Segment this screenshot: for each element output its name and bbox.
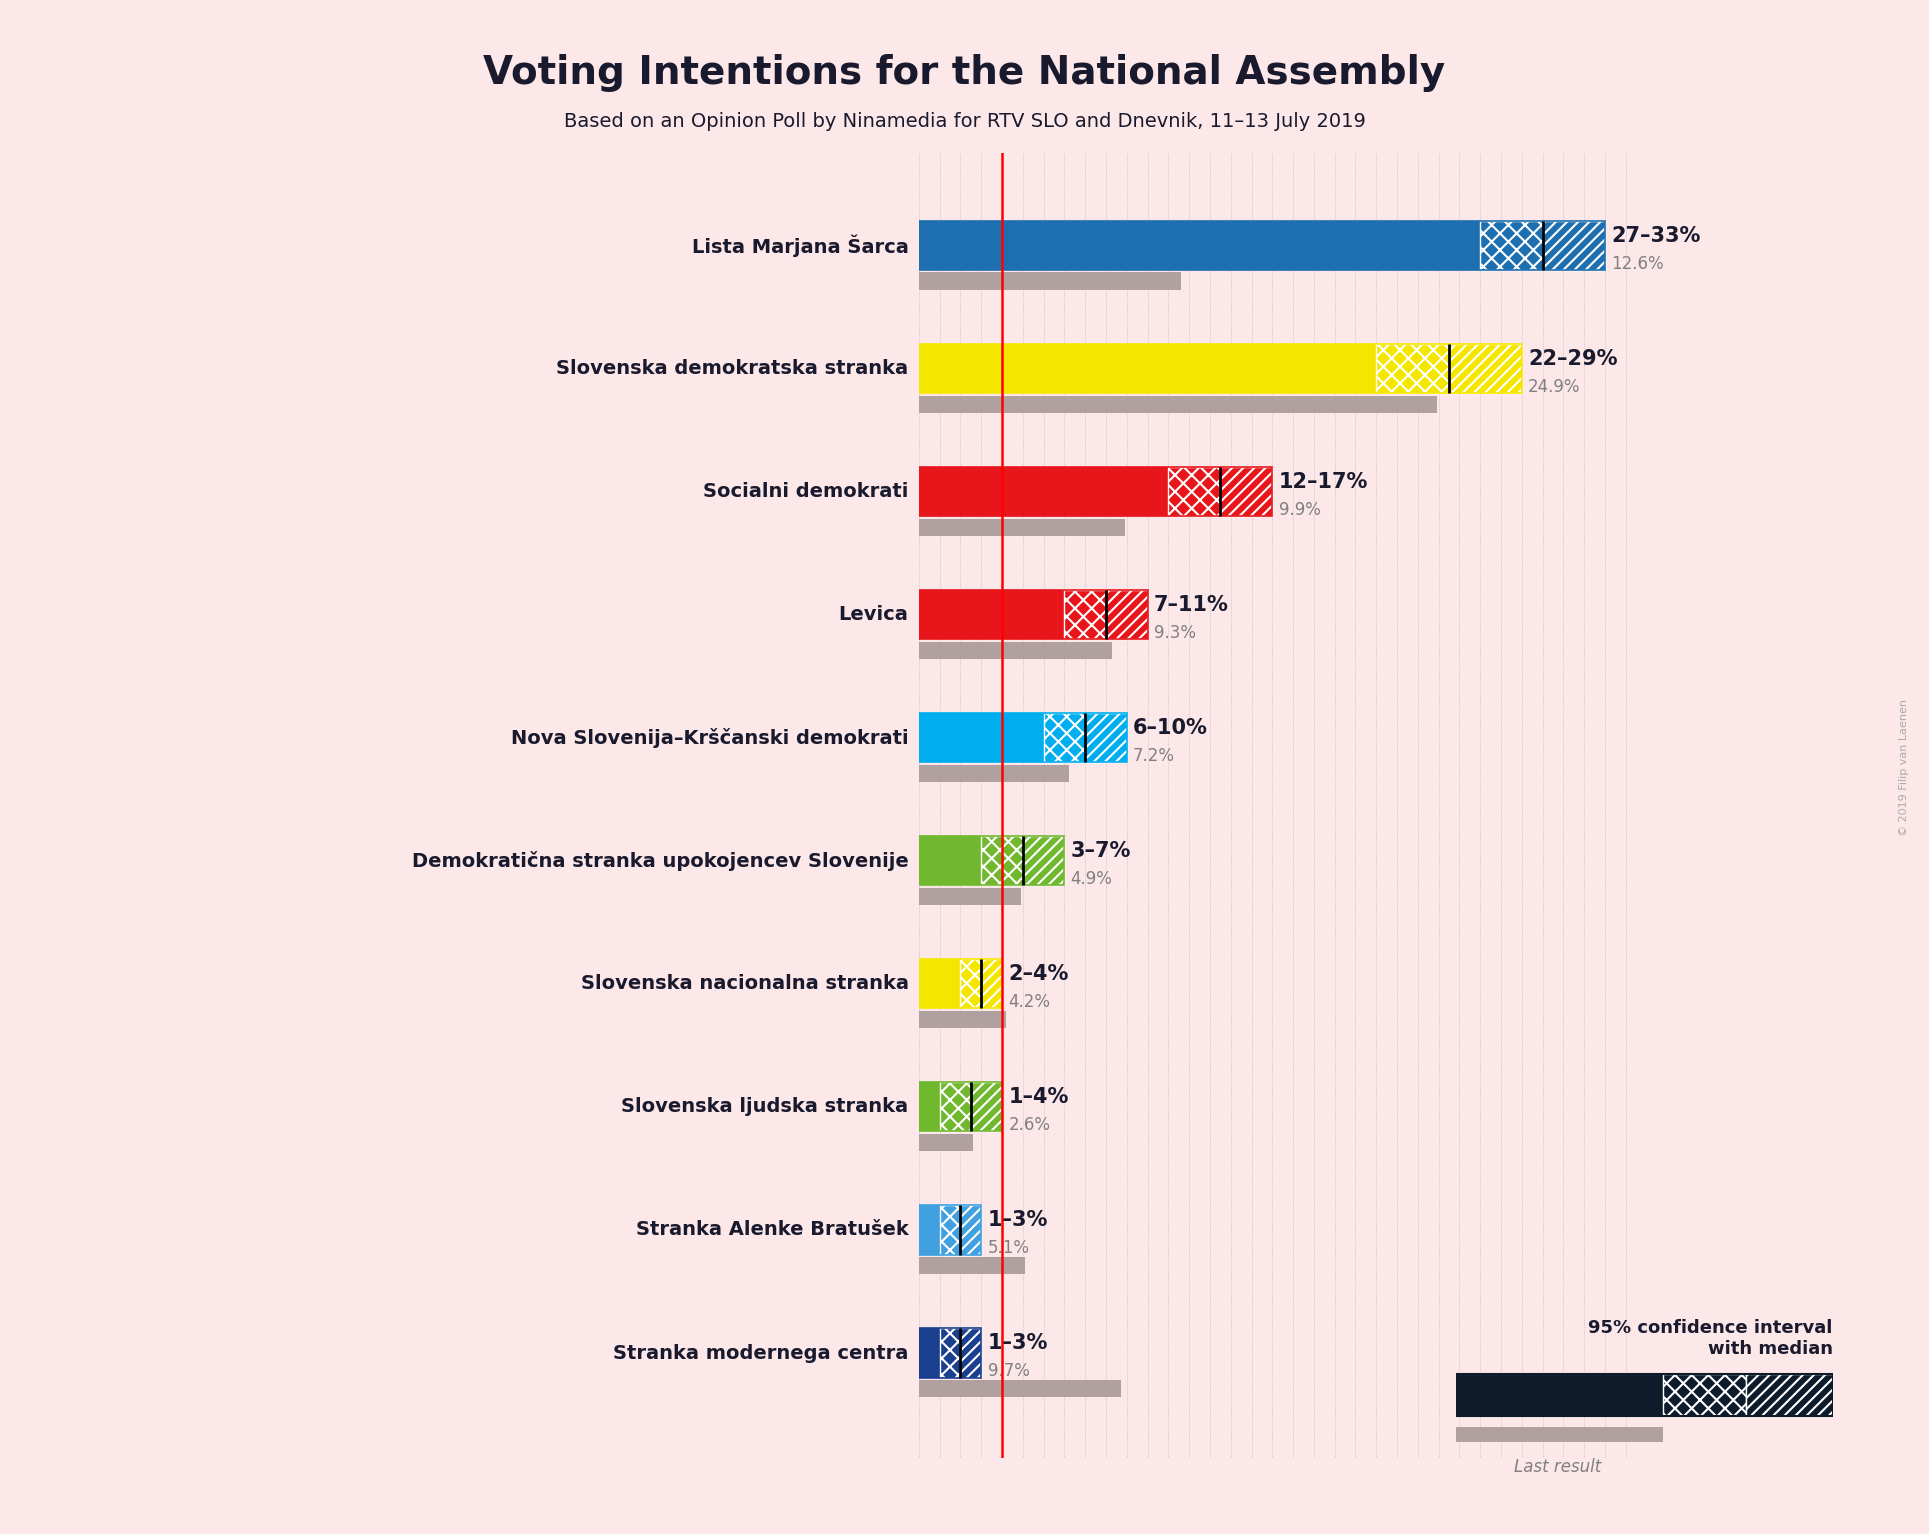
Bar	[1169, 466, 1221, 515]
Text: Based on an Opinion Poll by Ninamedia for RTV SLO and Dnevnik, 11–13 July 2019: Based on an Opinion Poll by Ninamedia fo…	[563, 112, 1366, 130]
Bar	[918, 466, 1273, 515]
Bar	[1543, 221, 1605, 270]
Text: 9.9%: 9.9%	[1279, 502, 1321, 518]
Text: 1–4%: 1–4%	[1009, 1088, 1069, 1108]
Bar	[918, 344, 1522, 393]
Bar	[918, 221, 1605, 270]
Bar	[918, 1206, 982, 1255]
Text: 95% confidence interval
with median: 95% confidence interval with median	[1588, 1319, 1833, 1358]
Bar	[961, 959, 982, 1008]
Bar	[939, 1083, 970, 1132]
Bar	[1086, 713, 1127, 762]
Bar	[1221, 466, 1273, 515]
Text: Nova Slovenija–Krščanski demokrati: Nova Slovenija–Krščanski demokrati	[511, 727, 909, 747]
Text: 7.2%: 7.2%	[1132, 747, 1175, 765]
Text: 4.2%: 4.2%	[1009, 994, 1049, 1011]
Bar	[1105, 591, 1148, 640]
Bar	[918, 1256, 1024, 1275]
Text: 1–3%: 1–3%	[988, 1210, 1047, 1230]
Bar	[982, 959, 1001, 1008]
Bar	[1456, 1427, 1663, 1442]
Text: 12–17%: 12–17%	[1279, 471, 1368, 492]
Text: 9.7%: 9.7%	[988, 1362, 1030, 1381]
Text: Levica: Levica	[839, 604, 909, 624]
Text: 12.6%: 12.6%	[1611, 255, 1663, 273]
Text: Last result: Last result	[1514, 1457, 1601, 1476]
Bar	[918, 713, 1044, 762]
Text: 7–11%: 7–11%	[1154, 595, 1229, 615]
Bar	[939, 1328, 961, 1378]
Bar	[918, 396, 1437, 413]
Bar	[918, 591, 1148, 640]
Text: 6–10%: 6–10%	[1132, 718, 1208, 738]
Bar	[939, 1206, 961, 1255]
Bar	[1746, 1374, 1833, 1416]
Text: Slovenska nacionalna stranka: Slovenska nacionalna stranka	[581, 974, 909, 994]
Text: 22–29%: 22–29%	[1528, 348, 1618, 368]
Text: Voting Intentions for the National Assembly: Voting Intentions for the National Assem…	[484, 54, 1445, 92]
Bar	[918, 466, 1169, 515]
Bar	[918, 1328, 939, 1378]
Bar	[918, 518, 1125, 535]
Bar	[961, 1328, 982, 1378]
Bar	[918, 1083, 1001, 1132]
Text: Lista Marjana Šarca: Lista Marjana Šarca	[693, 235, 909, 256]
Bar	[918, 1328, 982, 1378]
Text: © 2019 Filip van Laenen: © 2019 Filip van Laenen	[1898, 698, 1910, 836]
Text: Demokratična stranka upokojencev Slovenije: Demokratična stranka upokojencev Sloveni…	[411, 851, 909, 871]
Bar	[1663, 1374, 1746, 1416]
Bar	[918, 1134, 972, 1150]
Text: 27–33%: 27–33%	[1611, 225, 1701, 245]
Bar	[1456, 1374, 1833, 1416]
Text: 2–4%: 2–4%	[1009, 963, 1069, 983]
Bar	[918, 591, 1065, 640]
Bar	[1044, 713, 1086, 762]
Bar	[918, 221, 1480, 270]
Bar	[918, 1083, 939, 1132]
Bar	[918, 959, 1001, 1008]
Bar	[918, 1381, 1121, 1397]
Text: 1–3%: 1–3%	[988, 1333, 1047, 1353]
Bar	[918, 765, 1069, 782]
Bar	[918, 1206, 939, 1255]
Text: 5.1%: 5.1%	[988, 1239, 1030, 1258]
Bar	[918, 1011, 1007, 1028]
Bar	[918, 836, 1065, 885]
Bar	[918, 344, 1375, 393]
Bar	[961, 1206, 982, 1255]
Text: Stranka Alenke Bratušek: Stranka Alenke Bratušek	[637, 1221, 909, 1239]
Bar	[918, 713, 1127, 762]
Bar	[1022, 836, 1065, 885]
Bar	[1456, 1374, 1663, 1416]
Bar	[918, 888, 1020, 905]
Text: Slovenska demokratska stranka: Slovenska demokratska stranka	[556, 359, 909, 377]
Bar	[1375, 344, 1449, 393]
Text: 24.9%: 24.9%	[1528, 377, 1580, 396]
Bar	[918, 959, 961, 1008]
Bar	[970, 1083, 1001, 1132]
Text: Socialni demokrati: Socialni demokrati	[704, 482, 909, 502]
Text: 9.3%: 9.3%	[1154, 624, 1196, 643]
Text: 2.6%: 2.6%	[1009, 1117, 1049, 1134]
Text: 3–7%: 3–7%	[1071, 841, 1130, 861]
Bar	[1480, 221, 1543, 270]
Bar	[1449, 344, 1522, 393]
Text: 4.9%: 4.9%	[1071, 870, 1113, 888]
Bar	[918, 273, 1181, 290]
Bar	[918, 836, 982, 885]
Bar	[982, 836, 1022, 885]
Text: Slovenska ljudska stranka: Slovenska ljudska stranka	[621, 1097, 909, 1117]
Text: Stranka modernega centra: Stranka modernega centra	[613, 1344, 909, 1362]
Bar	[918, 641, 1113, 660]
Bar	[1065, 591, 1105, 640]
